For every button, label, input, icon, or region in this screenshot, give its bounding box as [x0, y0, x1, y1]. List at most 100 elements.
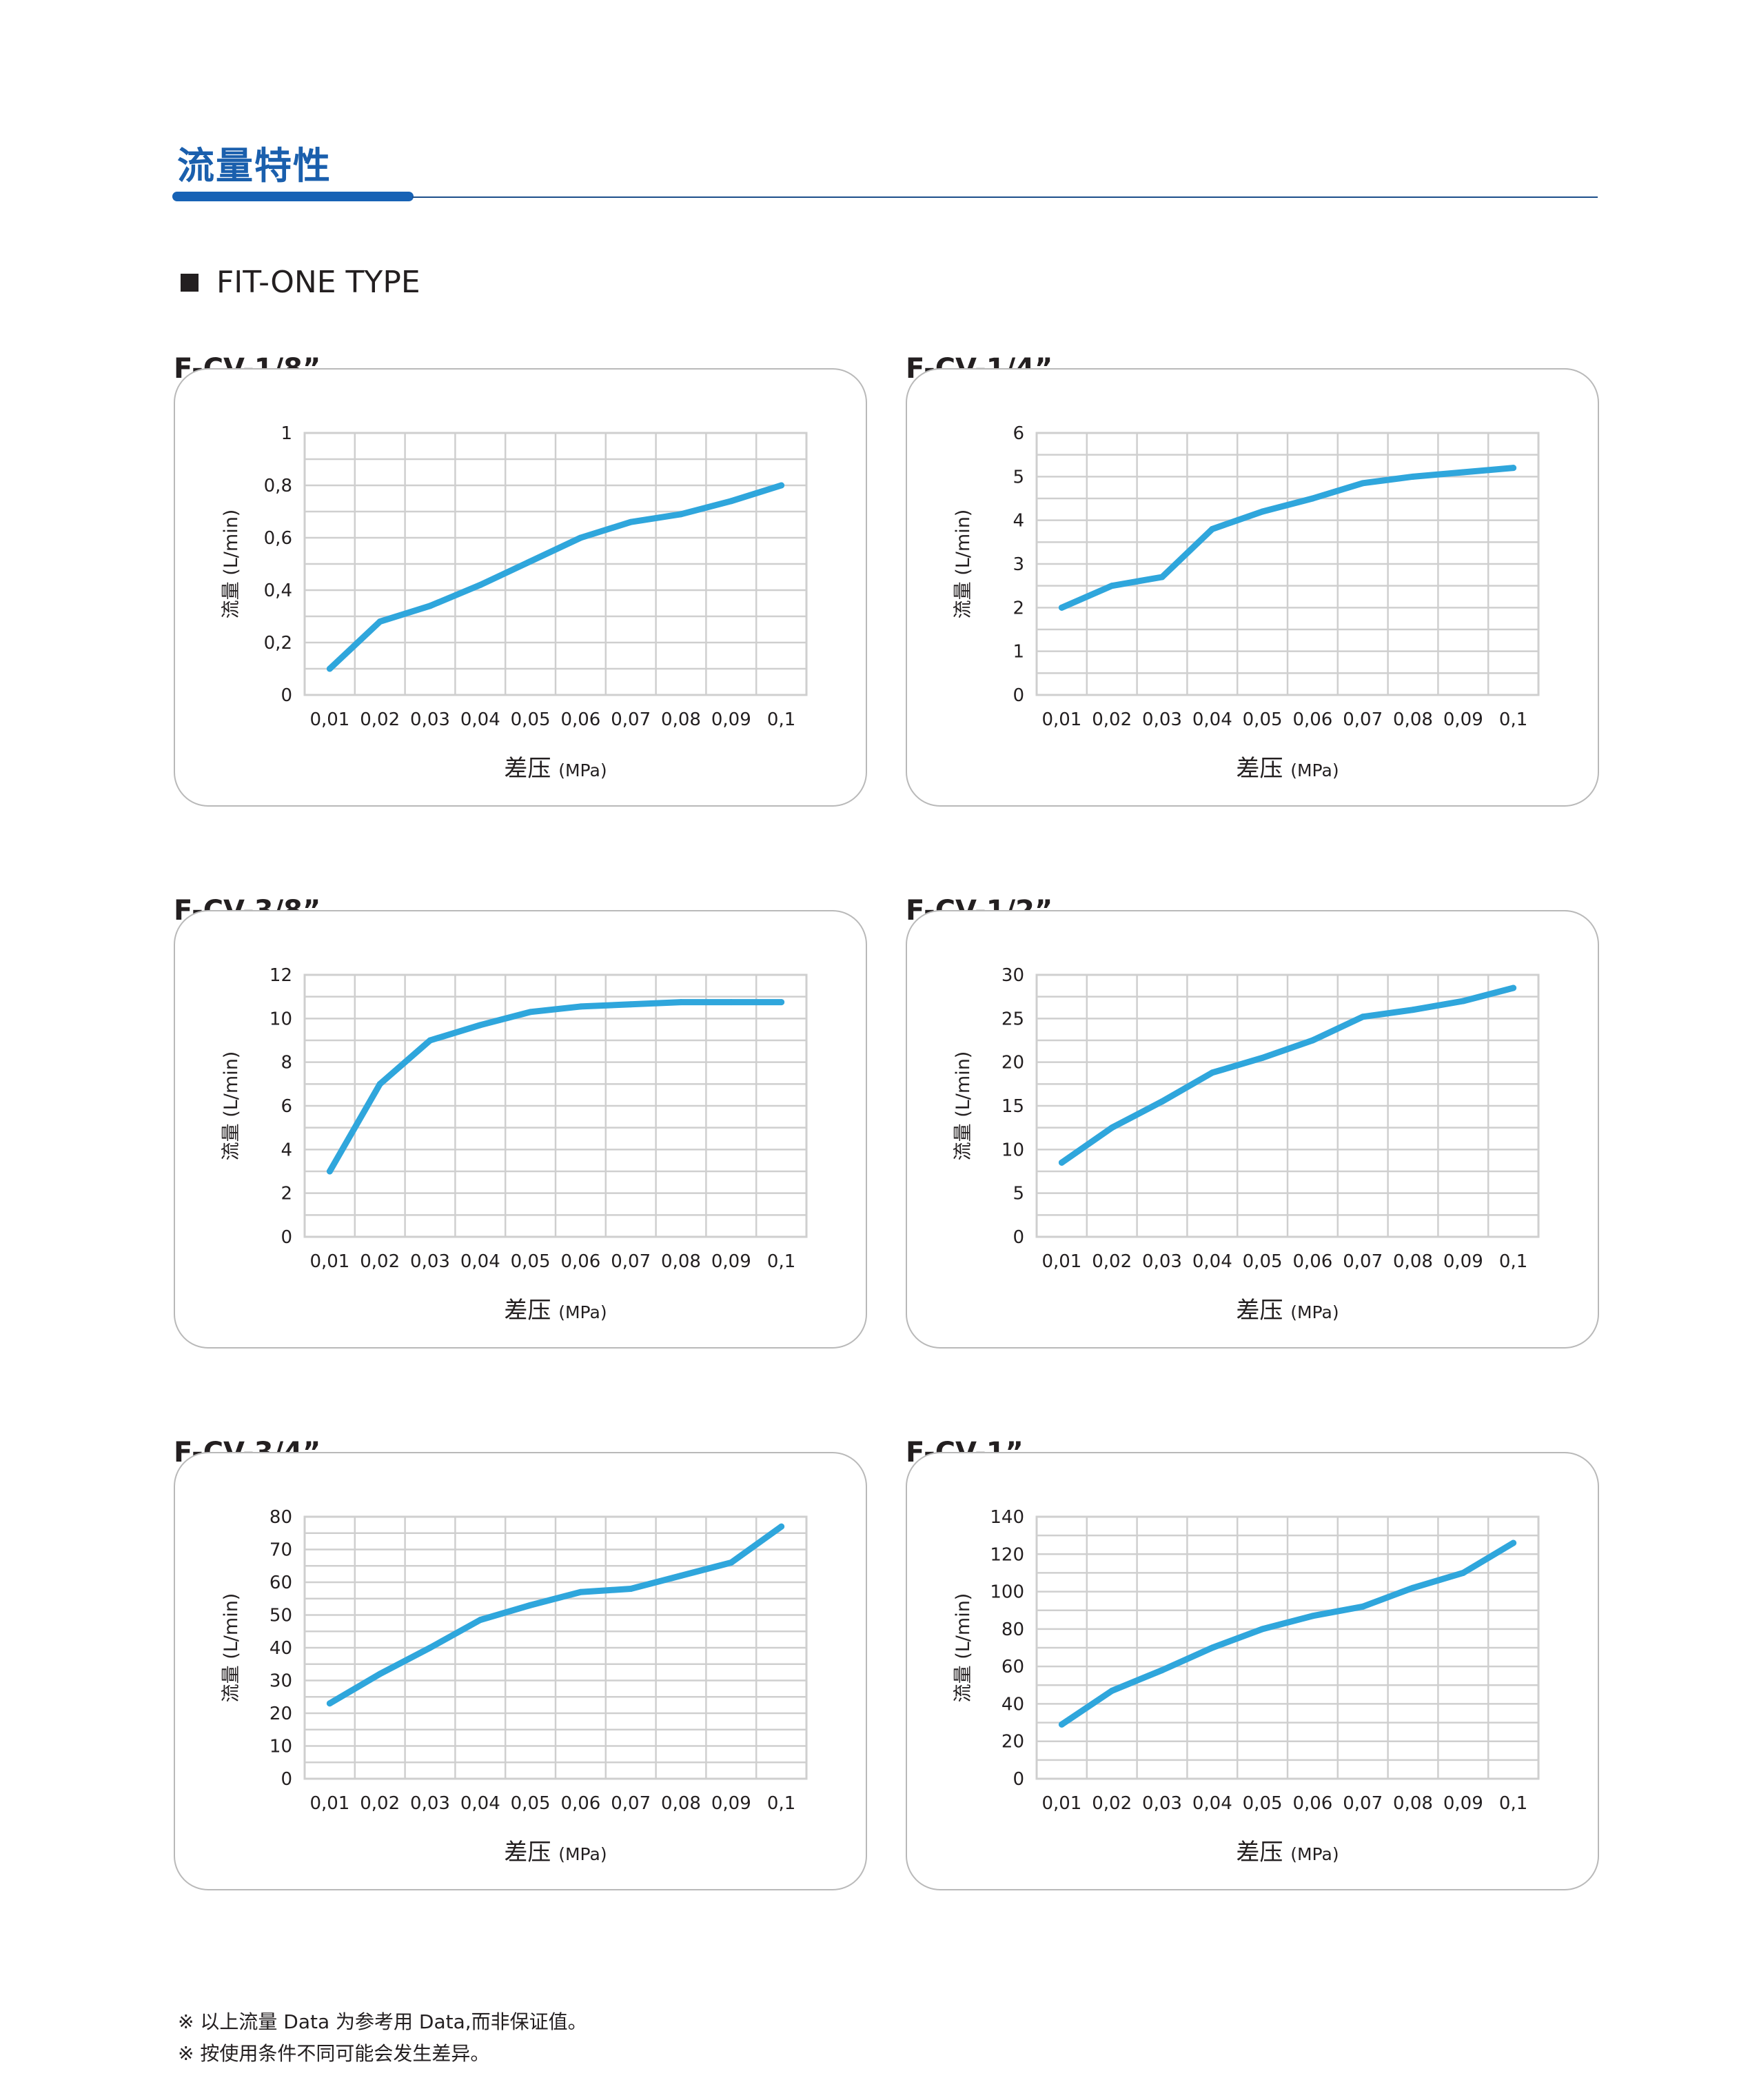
line-chart: 0 0,2 0,4 0,6 0,8 1 0,01 0,02 0,03 0,04 0,05 0,06 0,… [221, 423, 808, 783]
x-tick-label: 0,08 [661, 1251, 701, 1272]
x-tick-label: 0,07 [611, 1251, 651, 1272]
y-tick-label: 8 [281, 1053, 292, 1073]
x-tick-label: 0,07 [1343, 1251, 1383, 1272]
y-tick-label: 30 [270, 1671, 292, 1692]
x-axis-label-text: 差压 [504, 755, 558, 783]
series-line [326, 1523, 785, 1707]
x-axis-label: 差压 (MPa) [1236, 1297, 1339, 1324]
data-point [1359, 1013, 1366, 1020]
data-point [1460, 1569, 1467, 1576]
data-point [1108, 1687, 1115, 1694]
y-tick-label: 70 [270, 1540, 292, 1561]
x-tick-label: 0,03 [410, 1793, 450, 1814]
y-tick-label: 20 [270, 1704, 292, 1724]
data-point [1410, 473, 1416, 480]
x-axis-unit: (MPa) [558, 760, 607, 780]
x-tick-label: 0,1 [1499, 1793, 1527, 1814]
x-tick-label: 0,09 [1443, 1793, 1483, 1814]
chart-f-cv-1: F-CV-1” 0204060801001201400,010,020,030,… [906, 1437, 1602, 1933]
data-point [627, 518, 634, 525]
data-point [477, 1617, 484, 1624]
x-tick-label: 0,07 [1343, 1793, 1383, 1814]
square-bullet-icon [181, 273, 199, 292]
data-point [577, 1003, 584, 1010]
y-tick-label: 20 [1001, 1053, 1024, 1073]
data-point [1108, 583, 1115, 589]
x-tick-label: 0,02 [1092, 709, 1132, 730]
y-axis-label: 流量 (L/min) [221, 1593, 242, 1703]
x-tick-label: 0,05 [511, 709, 551, 730]
data-point [427, 603, 434, 609]
x-tick-label: 0,01 [1041, 1251, 1081, 1272]
data-point [527, 558, 534, 565]
x-tick-label: 0,05 [1243, 709, 1283, 730]
x-tick-label: 0,06 [560, 709, 600, 730]
x-tick-label: 0,07 [611, 709, 651, 730]
data-point [1058, 1721, 1065, 1728]
y-tick-label: 5 [1013, 467, 1024, 487]
data-point [1510, 1539, 1517, 1546]
x-axis-label-text: 差压 [1236, 1839, 1290, 1866]
y-tick-label: 2 [1013, 598, 1024, 618]
x-tick-label: 0,06 [560, 1793, 600, 1814]
y-axis-label: 流量 (L/min) [953, 1051, 974, 1161]
data-point [627, 1001, 634, 1008]
data-point [1159, 1667, 1166, 1674]
y-tick-label: 50 [270, 1606, 292, 1626]
y-tick-label: 120 [990, 1544, 1024, 1565]
data-point [527, 1009, 534, 1016]
x-tick-label: 0,02 [360, 1793, 400, 1814]
x-tick-label: 0,02 [360, 1251, 400, 1272]
data-point [527, 1602, 534, 1608]
data-point [1410, 1007, 1416, 1013]
data-point [1108, 1124, 1115, 1131]
y-tick-label: 12 [270, 965, 292, 986]
x-tick-label: 0,09 [711, 1793, 751, 1814]
data-point [376, 618, 383, 625]
line-chart: 0 5 10 15 20 25 30 0,01 0,02 0,03 0,04 0,05 0,06 0,07… [953, 965, 1540, 1324]
series-line [326, 999, 785, 1175]
data-point [1259, 508, 1266, 515]
data-point [477, 1022, 484, 1029]
data-point [1359, 480, 1366, 487]
grid [1035, 973, 1540, 1238]
line-chart: 0 1 2 3 4 5 6 0,01 0,02 0,03 0,04 0,05 0,06 0,07 0,08 0… [953, 423, 1540, 783]
y-tick-label: 1 [1013, 642, 1024, 663]
y-tick-label: 10 [1001, 1140, 1024, 1160]
data-point [1209, 1644, 1216, 1651]
x-tick-label: 0,08 [1393, 1251, 1433, 1272]
x-tick-label: 0,02 [1092, 1251, 1132, 1272]
footnote-conditions: ※ 按使用条件不同可能会发生差异。 [178, 2042, 490, 2065]
chart-f-cv-3-8: F-CV-3/8” 0246810120,010,020,030,040,050… [174, 895, 870, 1391]
grid [1035, 432, 1540, 696]
x-tick-label: 0,1 [767, 1793, 795, 1814]
data-point [376, 1080, 383, 1087]
y-tick-label: 15 [1001, 1096, 1024, 1117]
x-tick-label: 0,02 [1092, 1793, 1132, 1814]
y-tick-label: 100 [990, 1582, 1024, 1603]
data-point [778, 482, 785, 489]
line-chart: 0 2 4 6 8 10 12 0,01 0,02 0,03 0,04 0,05 0,06 0,07 0,0… [221, 965, 808, 1324]
data-point [326, 1168, 333, 1175]
y-tick-label: 0 [1013, 1227, 1024, 1248]
x-tick-label: 0,04 [460, 709, 500, 730]
x-tick-label: 0,03 [410, 709, 450, 730]
section-heading: FIT-ONE TYPE [181, 265, 420, 300]
x-tick-label: 0,07 [611, 1793, 651, 1814]
data-point [1209, 525, 1216, 532]
y-axis-label: 流量 (L/min) [221, 1051, 242, 1161]
x-tick-label: 0,08 [661, 1793, 701, 1814]
x-tick-label: 0,03 [410, 1251, 450, 1272]
x-tick-label: 0,1 [1499, 709, 1527, 730]
title-underline-accent [172, 192, 414, 201]
y-tick-label: 30 [1001, 965, 1024, 986]
data-point [1510, 985, 1517, 991]
x-axis-unit: (MPa) [558, 1302, 607, 1322]
y-tick-label: 0 [1013, 1769, 1024, 1790]
y-tick-label: 0,8 [264, 476, 292, 496]
data-point [1460, 998, 1467, 1004]
chart-panel [906, 1452, 1599, 1890]
grid [303, 432, 808, 696]
data-point [1058, 1159, 1065, 1166]
data-point [728, 498, 735, 505]
